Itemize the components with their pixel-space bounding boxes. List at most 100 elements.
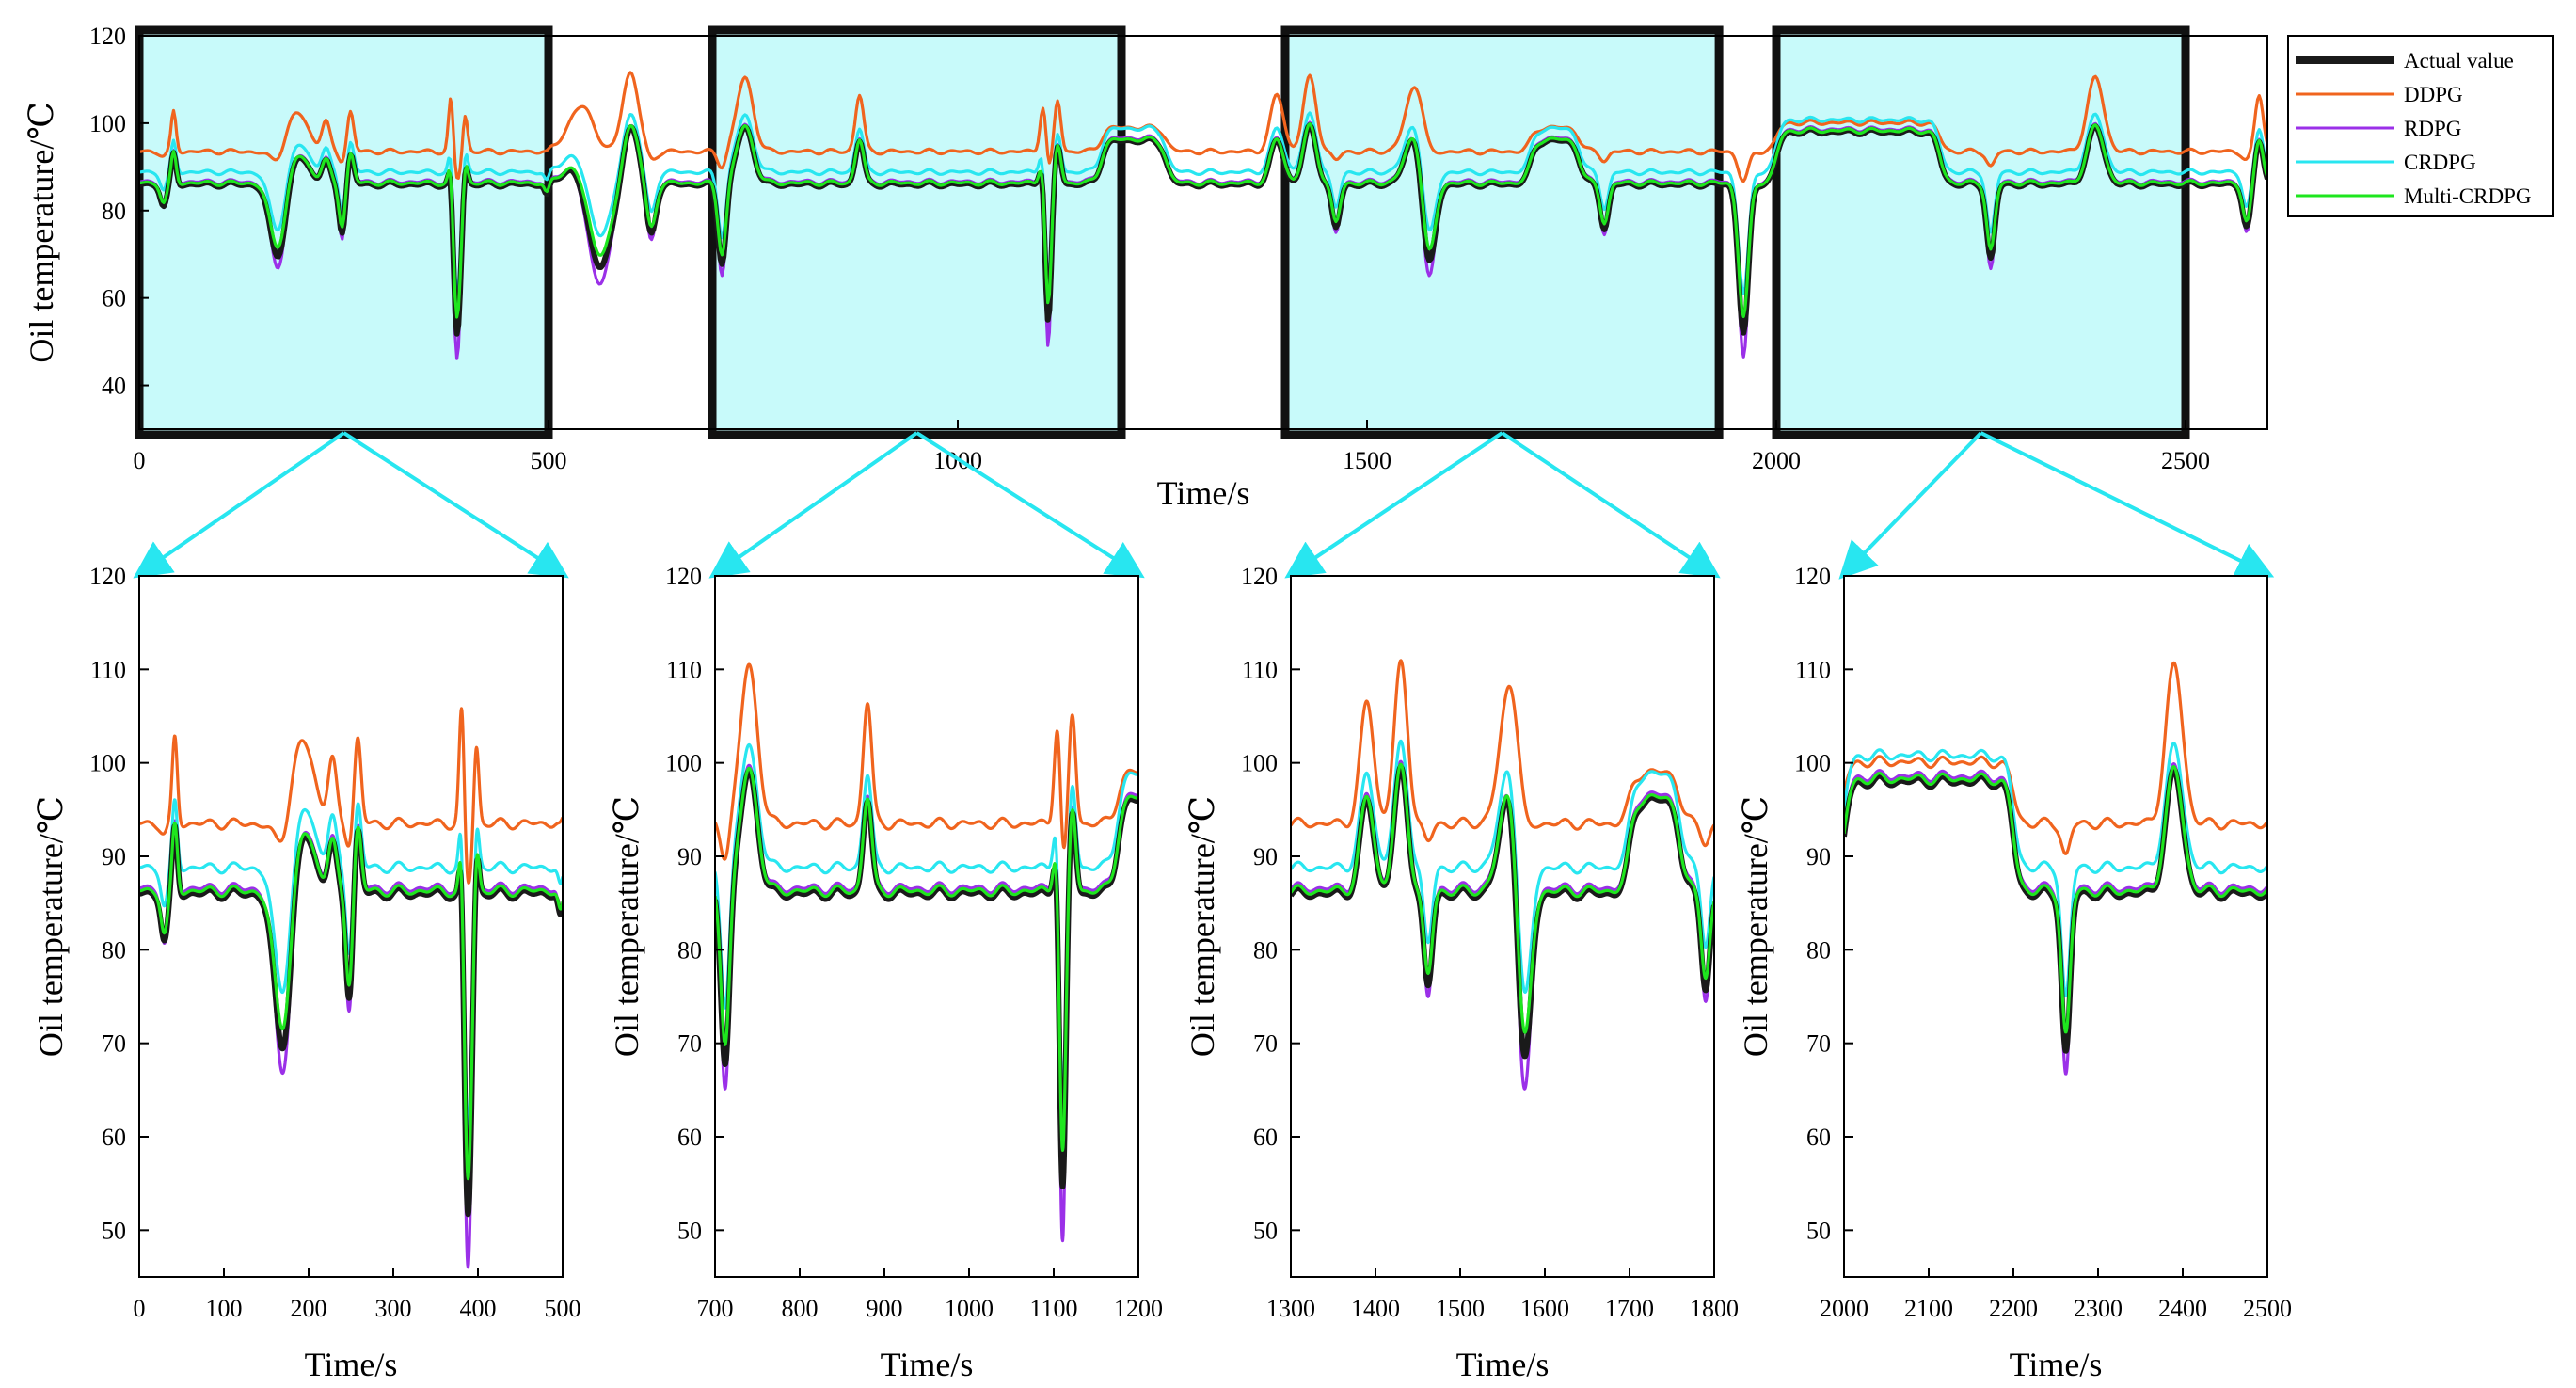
y-tick-label: 120 [1794, 563, 1831, 590]
y-axis-label: Oil temperature/℃ [608, 796, 645, 1057]
x-tick-label: 2000 [1752, 447, 1801, 474]
y-tick-label: 80 [102, 936, 126, 964]
series-line-multi-crdpg [139, 122, 2267, 319]
x-tick-label: 700 [697, 1295, 734, 1322]
y-tick-label: 80 [1806, 936, 1831, 964]
inset-chart-2000-2500: 2000 2100 2200 2300 2400 2500 50 60 70 80 90 100 110… [1737, 563, 2292, 1383]
y-tick-label: 100 [1241, 750, 1278, 777]
y-axis-label: Oil temperature/℃ [1737, 796, 1774, 1057]
legend-entry-actual: Actual value [2296, 49, 2514, 72]
legend-entry-ddpg: DDPG [2296, 83, 2463, 106]
y-tick-label: 120 [665, 563, 702, 590]
x-tick-label: 200 [291, 1295, 327, 1322]
x-tick-label: 2300 [2074, 1295, 2123, 1322]
legend-label-multi-crdpg: Multi-CRDPG [2404, 184, 2531, 208]
x-tick-label: 1500 [1343, 447, 1391, 474]
inset-chart-700-1200: 700 800 900 1000 1100 1200 50 60 70 80 90 100 110 120… [608, 563, 1163, 1383]
y-tick-label: 50 [1253, 1217, 1278, 1244]
x-tick-label: 1500 [1436, 1295, 1485, 1322]
y-axis-label: Oil temperature/℃ [1184, 796, 1221, 1057]
y-tick-label: 90 [677, 843, 702, 870]
y-tick-label: 60 [1806, 1124, 1831, 1151]
series-line-crdpg [139, 111, 2267, 295]
y-tick-label: 100 [89, 750, 126, 777]
y-tick-label: 50 [1806, 1217, 1831, 1244]
y-tick-label: 70 [1253, 1030, 1278, 1058]
zoom-arrow-2-right [1501, 431, 1721, 579]
legend-label-actual: Actual value [2404, 49, 2514, 72]
y-tick-label: 70 [1806, 1030, 1831, 1058]
x-axis-label: Time/s [305, 1346, 398, 1383]
plot-frame [138, 35, 2268, 430]
x-tick-label: 400 [460, 1295, 497, 1322]
x-tick-label: 2400 [2158, 1295, 2207, 1322]
y-tick-label: 50 [677, 1217, 702, 1244]
x-tick-label: 2500 [2161, 447, 2210, 474]
series-line-multi-crdpg [139, 822, 563, 1181]
x-tick-label: 500 [531, 447, 567, 474]
x-tick-label: 1100 [1029, 1295, 1077, 1322]
y-tick-label: 110 [666, 656, 702, 683]
plot-frame [1843, 575, 2268, 1278]
x-tick-label: 0 [134, 1295, 146, 1322]
y-tick-label: 120 [1241, 563, 1278, 590]
x-axis-label: Time/s [1157, 474, 1250, 512]
y-tick-label: 80 [677, 936, 702, 964]
y-tick-label: 60 [102, 1124, 126, 1151]
x-tick-label: 900 [867, 1295, 903, 1322]
series-line-multi-crdpg [1291, 762, 1714, 1034]
y-tick-label: 100 [665, 750, 702, 777]
plot-frame [714, 575, 1139, 1278]
plot-frame [138, 575, 564, 1278]
x-tick-label: 1000 [945, 1295, 994, 1322]
zoom-arrow-0-left [133, 431, 345, 579]
y-tick-label: 80 [1253, 936, 1278, 964]
legend-label-crdpg: CRDPG [2404, 151, 2476, 174]
x-axis-label: Time/s [1456, 1346, 1550, 1383]
x-tick-label: 2200 [1989, 1295, 2038, 1322]
x-tick-label: 2100 [1904, 1295, 1953, 1322]
zoom-arrow-3-left [1838, 431, 1982, 580]
highlight-window-2 [1280, 25, 1724, 439]
plot-area [715, 576, 1138, 1277]
y-tick-label: 120 [89, 563, 126, 590]
y-tick-label: 120 [89, 23, 126, 50]
zoom-arrow-0-right [342, 431, 569, 579]
y-tick-label: 60 [1253, 1124, 1278, 1151]
plot-area [1291, 576, 1714, 1277]
legend-label-ddpg: DDPG [2404, 83, 2463, 106]
series-line-multi-crdpg [1844, 765, 2267, 1034]
y-tick-label: 60 [102, 285, 126, 312]
series-line-multi-crdpg [715, 766, 1138, 1152]
y-tick-label: 90 [1253, 843, 1278, 870]
series-line-ddpg [139, 71, 2267, 183]
zoom-arrow-3-right [1980, 431, 2275, 578]
legend-entry-crdpg: CRDPG [2296, 151, 2476, 174]
y-tick-label: 110 [1795, 656, 1831, 683]
x-tick-label: 1300 [1266, 1295, 1315, 1322]
y-axis-label: Oil temperature/℃ [23, 102, 60, 362]
series-line-crdpg [1291, 739, 1714, 994]
y-axis-label: Oil temperature/℃ [32, 796, 70, 1057]
highlight-window-3 [1772, 25, 2190, 439]
y-tick-label: 110 [1242, 656, 1278, 683]
y-tick-label: 90 [102, 843, 126, 870]
x-tick-label: 1800 [1690, 1295, 1739, 1322]
x-tick-label: 1200 [1114, 1295, 1163, 1322]
y-tick-label: 100 [1794, 750, 1831, 777]
series-line-crdpg [1844, 742, 2267, 998]
y-tick-label: 110 [90, 656, 126, 683]
series-line-ddpg [715, 662, 1138, 861]
legend-entry-multi-crdpg: Multi-CRDPG [2296, 184, 2531, 208]
y-tick-label: 70 [677, 1030, 702, 1058]
x-tick-label: 2500 [2243, 1295, 2292, 1322]
x-tick-label: 1400 [1351, 1295, 1400, 1322]
y-tick-label: 40 [102, 373, 126, 400]
inset-chart-0-500: 0 100 200 300 400 500 50 60 70 80 90 100 110 120 Time/… [32, 563, 581, 1383]
legend: Actual value DDPG RDPG CRDPG Multi-CRDPG [2287, 35, 2554, 217]
x-tick-label: 800 [782, 1295, 819, 1322]
x-axis-label: Time/s [2010, 1346, 2103, 1383]
x-tick-label: 1700 [1605, 1295, 1654, 1322]
y-tick-label: 50 [102, 1217, 126, 1244]
